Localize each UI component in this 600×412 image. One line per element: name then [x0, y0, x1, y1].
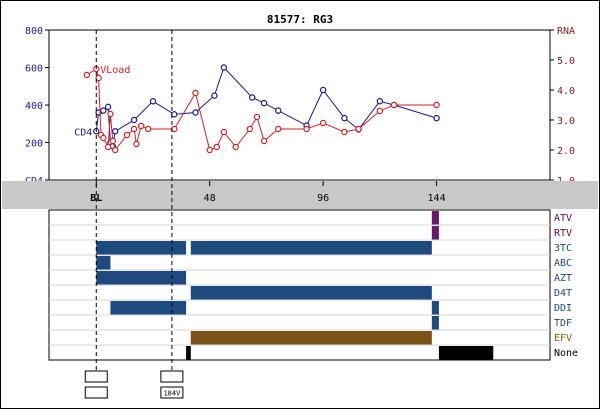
timeline-bar-abc: [96, 256, 111, 270]
data-point-vload: [133, 140, 140, 148]
data-point-cd4: [341, 114, 348, 122]
timeline-bar-rtv: [431, 226, 439, 240]
timeline-bar-atv: [431, 211, 439, 225]
left-tick-label: 400: [25, 101, 43, 112]
data-point-cd4: [376, 98, 384, 105]
timeline-bar-azt: [96, 271, 187, 285]
data-point-vload: [100, 134, 107, 142]
right-tick-label: 3.0: [557, 116, 575, 127]
data-point-cd4: [211, 92, 218, 99]
data-point-vload: [109, 137, 117, 145]
annotation-text-bottom: 184V: [163, 390, 181, 398]
data-point-vload: [390, 101, 398, 109]
right-tick-label: 4.0: [557, 86, 575, 97]
data-point-cd4: [104, 103, 112, 111]
series-label-cd4: CD4: [74, 127, 92, 138]
data-point-vload: [260, 137, 268, 145]
data-point-vload: [137, 122, 145, 130]
data-point-vload: [220, 128, 228, 136]
timeline-bar-ddi: [431, 301, 439, 315]
data-point-vload: [433, 101, 440, 109]
x-tick-label: 48: [204, 193, 216, 204]
data-point-vload: [83, 71, 91, 79]
timeline-bar-d4t: [190, 286, 432, 300]
timeline-bar-none: [186, 346, 191, 360]
right-tick-label: 2.0: [557, 146, 575, 157]
data-point-cd4: [433, 114, 440, 122]
data-point-vload: [246, 125, 254, 133]
timeline-row-label: D4T: [554, 288, 572, 299]
timeline-row-label: RTV: [554, 228, 572, 239]
left-tick-label: 200: [25, 139, 43, 150]
data-point-vload: [192, 89, 199, 97]
timeline-bar-3tc: [96, 241, 187, 255]
left-tick-label: 800: [25, 26, 43, 37]
data-point-cd4: [319, 86, 327, 94]
timeline-row-label: ATV: [554, 213, 572, 224]
data-point-cd4: [100, 107, 107, 114]
timeline-row-label: None: [554, 348, 578, 359]
data-point-vload: [107, 110, 114, 118]
timeline-bar-3tc: [190, 241, 432, 255]
timeline-row-label: AZT: [554, 273, 572, 284]
annotation-box-bottom: [160, 386, 184, 399]
data-point-vload: [319, 119, 327, 127]
data-point-vload: [171, 125, 178, 133]
timeline-row-label: 3TC: [554, 243, 572, 254]
data-point-vload: [111, 146, 119, 154]
data-point-cd4: [149, 98, 157, 105]
data-point-cd4: [171, 111, 178, 118]
series-label-vload: VLoad: [100, 65, 130, 76]
timeline-row-label: TDF: [554, 318, 572, 329]
chart-title: 81577: RG3: [267, 13, 333, 26]
data-point-cd4: [192, 109, 199, 116]
plot-area: [48, 29, 551, 181]
data-point-cd4: [111, 128, 119, 135]
right-tick-label: 5.0: [557, 56, 575, 67]
data-point-vload: [130, 125, 138, 133]
data-point-vload: [232, 143, 239, 151]
data-point-cd4: [275, 107, 282, 114]
timeline-bar-tdf: [431, 316, 439, 330]
data-point-vload: [123, 131, 131, 139]
data-point-vload: [303, 125, 310, 133]
timeline-bar-efv: [190, 331, 432, 345]
x-axis-band: [2, 181, 598, 209]
data-point-vload: [253, 113, 261, 121]
timeline-row-label: DDI: [554, 303, 572, 314]
data-point-cd4: [249, 94, 256, 101]
annotation-box-top: [84, 370, 108, 383]
timeline-row-label: ABC: [554, 258, 572, 269]
data-point-cd4: [260, 99, 268, 107]
right-tick-label: RNA: [557, 26, 575, 37]
data-point-vload: [213, 143, 220, 151]
data-point-vload: [95, 74, 102, 82]
timeline-row-label: EFV: [554, 333, 572, 344]
data-point-cd4: [220, 64, 228, 71]
data-point-cd4: [130, 116, 138, 124]
data-point-vload: [355, 125, 362, 133]
annotation-box-top: [160, 370, 184, 383]
data-point-vload: [145, 125, 152, 133]
data-point-vload: [275, 125, 282, 133]
timeline-bar-ddi: [110, 301, 187, 315]
x-tick-label: 96: [317, 193, 329, 204]
left-tick-label: 600: [25, 64, 43, 75]
data-point-vload: [341, 128, 348, 136]
x-tick-label: 144: [428, 193, 446, 204]
data-point-vload: [376, 107, 384, 115]
annotation-box-bottom: [84, 386, 108, 399]
data-point-vload: [206, 146, 213, 154]
timeline-bar-none: [438, 346, 494, 360]
data-point-vload: [104, 143, 112, 151]
